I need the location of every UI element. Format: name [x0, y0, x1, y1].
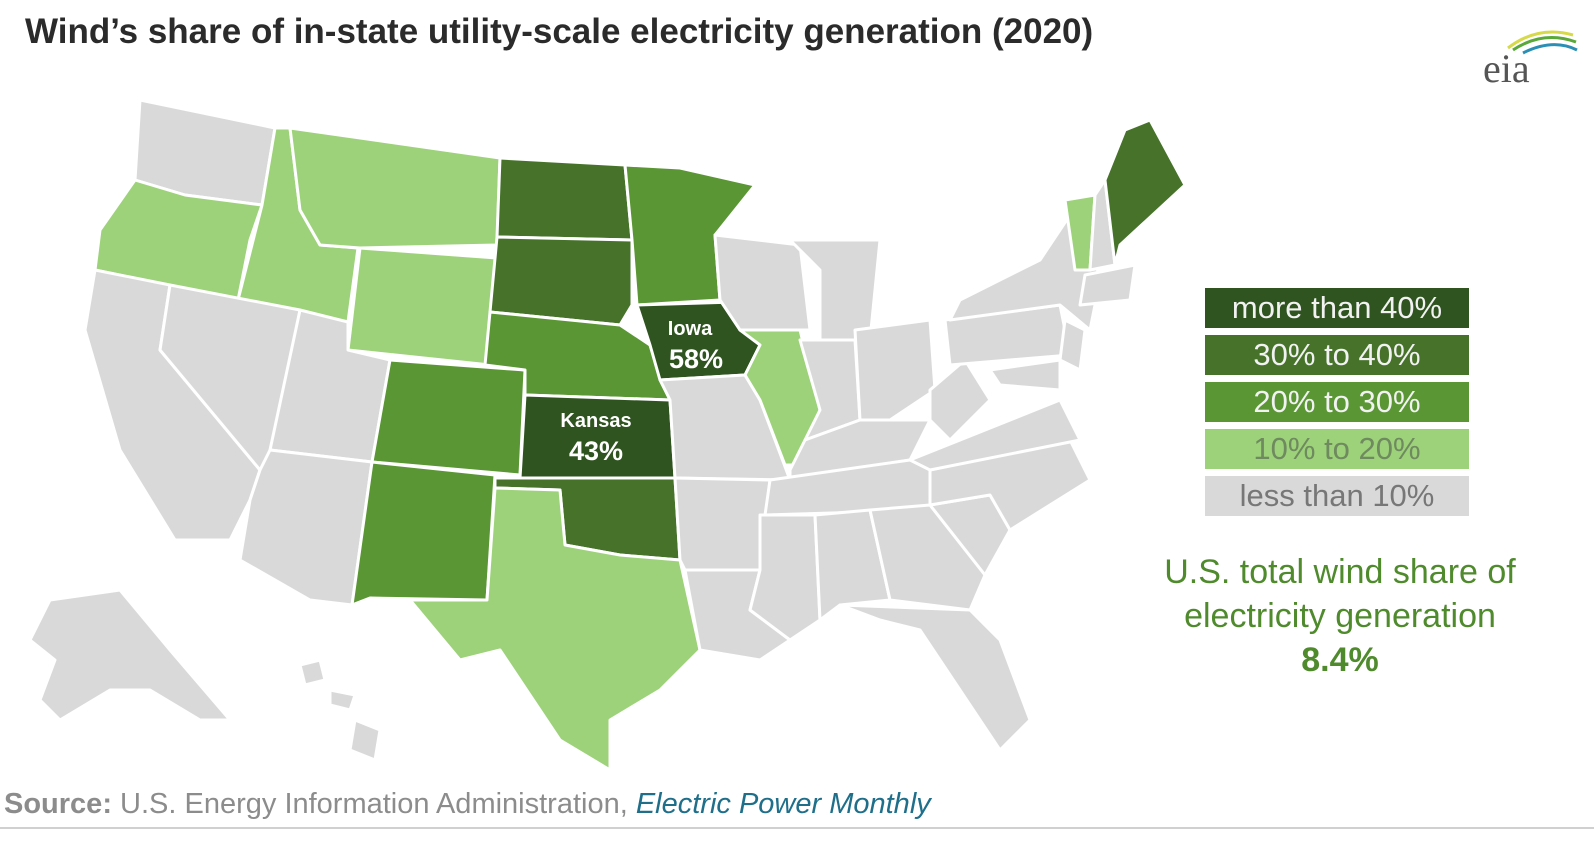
- state-nm: [350, 460, 497, 607]
- chart-title: Wind’s share of in-state utility-scale e…: [25, 12, 1094, 51]
- source-text: U.S. Energy Information Administration,: [111, 788, 636, 820]
- state-hi3: [348, 718, 382, 762]
- total-value: 8.4%: [1301, 641, 1379, 679]
- source-publication: Electric Power Monthly: [635, 788, 931, 820]
- legend-item-lt10: less than 10%: [1205, 476, 1469, 516]
- state-ar: [673, 476, 772, 572]
- kansas-name-label: Kansas: [560, 410, 631, 432]
- state-md: [988, 358, 1062, 392]
- us-total-callout: U.S. total wind share of electricity gen…: [1120, 550, 1560, 682]
- footer-divider: [0, 827, 1594, 829]
- state-wv: [928, 358, 992, 442]
- eia-logo: eia: [1483, 30, 1578, 90]
- iowa-name-label: Iowa: [668, 318, 713, 340]
- state-me: [1103, 118, 1187, 267]
- source-note: Source: U.S. Energy Information Administ…: [4, 788, 931, 821]
- state-or: [93, 178, 264, 302]
- state-sd: [488, 235, 634, 327]
- iowa-value-label: 58%: [669, 344, 723, 374]
- state-mt: [288, 126, 502, 250]
- state-hi2: [328, 688, 357, 712]
- state-nj: [1058, 318, 1087, 372]
- source-label: Source:: [4, 788, 112, 820]
- legend: more than 40% 30% to 40% 20% to 30% 10% …: [1205, 288, 1469, 523]
- legend-item-20-30: 20% to 30%: [1205, 382, 1469, 422]
- state-az: [238, 448, 374, 607]
- total-line1: U.S. total wind share of: [1164, 553, 1516, 591]
- svg-text:eia: eia: [1483, 46, 1530, 90]
- kansas-value-label: 43%: [569, 436, 623, 466]
- state-ma: [1078, 263, 1137, 307]
- state-wy: [346, 246, 499, 367]
- state-fl: [838, 603, 1032, 752]
- state-ga: [868, 503, 987, 612]
- legend-item-gt40: more than 40%: [1205, 288, 1469, 328]
- state-va: [908, 398, 1082, 472]
- state-nd: [495, 156, 634, 242]
- state-co: [370, 358, 527, 477]
- state-wi: [713, 233, 812, 332]
- state-ak: [28, 588, 232, 722]
- total-line2: electricity generation: [1184, 597, 1496, 635]
- state-hi: [298, 658, 327, 687]
- state-oh: [853, 318, 937, 422]
- state-al: [813, 508, 892, 622]
- state-tx: [408, 486, 702, 772]
- legend-item-30-40: 30% to 40%: [1205, 335, 1469, 375]
- legend-item-10-20: 10% to 20%: [1205, 429, 1469, 469]
